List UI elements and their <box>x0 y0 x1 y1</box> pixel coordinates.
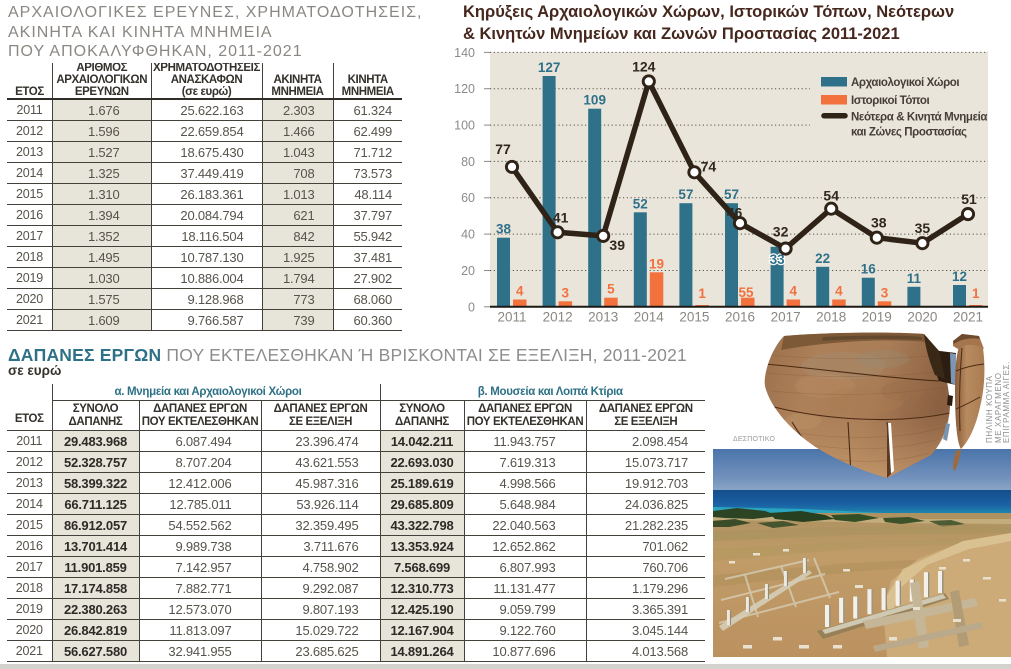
svg-text:και Ζώνες Προστασίας: και Ζώνες Προστασίας <box>851 127 967 139</box>
svg-text:2019: 2019 <box>862 309 892 324</box>
svg-text:38: 38 <box>871 215 887 231</box>
svg-text:1: 1 <box>698 286 706 301</box>
svg-text:39: 39 <box>609 237 625 253</box>
svg-text:127: 127 <box>538 60 561 75</box>
svg-text:2017: 2017 <box>771 309 801 324</box>
svg-text:20: 20 <box>461 264 475 278</box>
svg-text:1: 1 <box>972 286 980 301</box>
svg-text:109: 109 <box>583 93 606 108</box>
svg-text:2011: 2011 <box>497 309 526 324</box>
svg-text:60: 60 <box>461 191 475 205</box>
svg-text:19: 19 <box>649 256 664 271</box>
svg-text:2021: 2021 <box>953 309 983 324</box>
svg-text:2015: 2015 <box>679 309 709 324</box>
svg-text:57: 57 <box>724 187 739 202</box>
svg-text:80: 80 <box>461 155 475 169</box>
svg-text:40: 40 <box>461 228 475 242</box>
svg-text:41: 41 <box>553 209 569 225</box>
svg-text:11: 11 <box>907 271 922 286</box>
svg-text:4: 4 <box>516 284 524 299</box>
svg-text:77: 77 <box>495 141 511 157</box>
svg-text:Νεότερα & Κινητά Μνημεία: Νεότερα & Κινητά Μνημεία <box>851 112 987 124</box>
svg-text:3: 3 <box>562 285 570 300</box>
svg-text:4: 4 <box>790 284 798 299</box>
svg-text:124: 124 <box>632 58 656 74</box>
svg-text:2013: 2013 <box>588 309 618 324</box>
svg-text:4: 4 <box>835 284 843 299</box>
svg-text:2016: 2016 <box>725 309 755 324</box>
svg-text:Αρχαιολογικοί Χώροι: Αρχαιολογικοί Χώροι <box>851 77 959 89</box>
svg-text:16: 16 <box>861 262 877 277</box>
svg-text:2014: 2014 <box>634 309 665 324</box>
svg-text:32: 32 <box>773 224 789 240</box>
svg-text:46: 46 <box>727 205 743 221</box>
svg-text:52: 52 <box>633 196 648 211</box>
svg-text:5: 5 <box>607 282 615 297</box>
svg-text:0: 0 <box>468 300 475 314</box>
svg-text:74: 74 <box>701 158 717 174</box>
svg-text:12: 12 <box>952 269 967 284</box>
svg-text:54: 54 <box>823 188 839 204</box>
svg-text:140: 140 <box>454 46 475 60</box>
svg-text:Ιστορικοί Τόποι: Ιστορικοί Τόποι <box>851 95 929 107</box>
svg-text:2012: 2012 <box>543 309 573 324</box>
svg-text:57: 57 <box>678 187 693 202</box>
svg-text:120: 120 <box>454 82 475 96</box>
svg-text:38: 38 <box>496 222 512 237</box>
svg-text:22: 22 <box>815 251 830 266</box>
svg-text:55: 55 <box>738 285 754 300</box>
svg-text:3: 3 <box>881 285 889 300</box>
svg-text:100: 100 <box>454 119 475 133</box>
svg-text:2018: 2018 <box>816 309 846 324</box>
svg-text:33: 33 <box>770 252 786 267</box>
svg-text:51: 51 <box>961 191 977 207</box>
svg-text:2020: 2020 <box>907 309 937 324</box>
svg-text:35: 35 <box>915 220 931 236</box>
